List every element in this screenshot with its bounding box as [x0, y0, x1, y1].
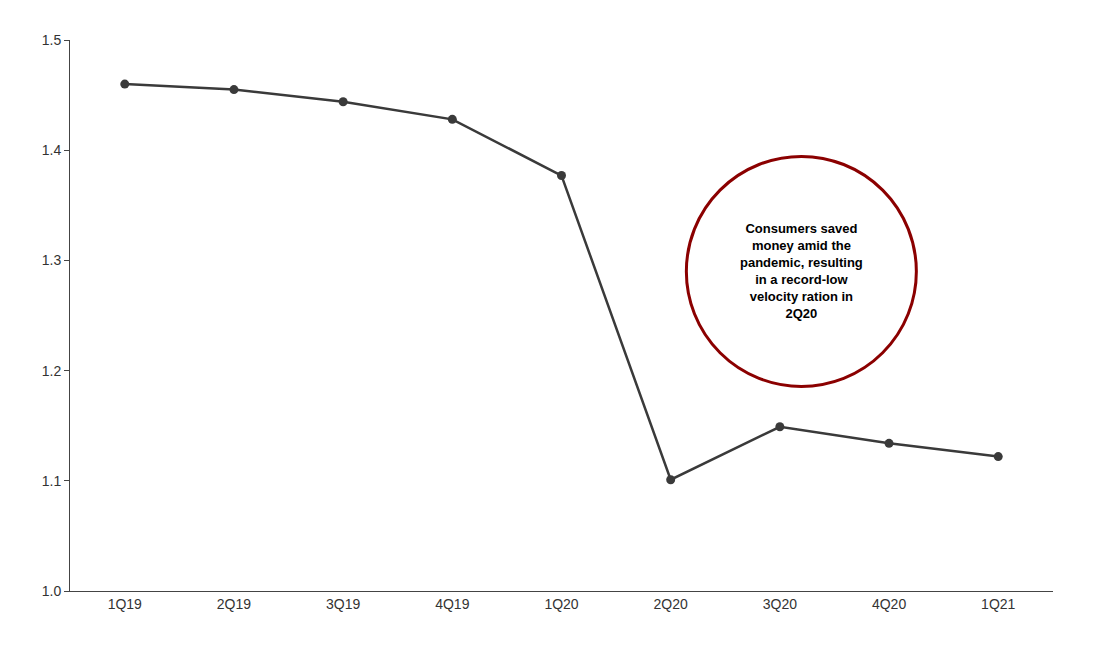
- svg-text:1.0: 1.0: [42, 583, 62, 599]
- svg-text:2Q19: 2Q19: [217, 596, 251, 612]
- svg-text:1.3: 1.3: [42, 252, 62, 268]
- svg-text:3Q19: 3Q19: [326, 596, 360, 612]
- svg-text:1.4: 1.4: [42, 142, 62, 158]
- svg-text:1.1: 1.1: [42, 473, 62, 489]
- svg-text:4Q19: 4Q19: [435, 596, 469, 612]
- svg-text:1.5: 1.5: [42, 32, 62, 48]
- svg-text:1.2: 1.2: [42, 363, 62, 379]
- svg-text:4Q20: 4Q20: [872, 596, 906, 612]
- svg-text:1Q20: 1Q20: [544, 596, 578, 612]
- svg-text:2Q20: 2Q20: [654, 596, 688, 612]
- svg-text:1Q19: 1Q19: [108, 596, 142, 612]
- svg-text:1Q21: 1Q21: [981, 596, 1015, 612]
- svg-text:3Q20: 3Q20: [763, 596, 797, 612]
- svg-text:Consumers savedmoney amid thep: Consumers savedmoney amid thepandemic, r…: [740, 221, 863, 321]
